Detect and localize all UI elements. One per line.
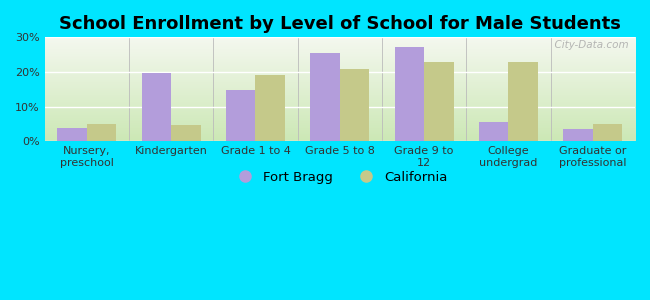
Bar: [395, 47, 424, 142]
Bar: [226, 90, 255, 142]
Bar: [593, 124, 622, 142]
Legend: Fort Bragg, California: Fort Bragg, California: [226, 166, 453, 189]
Bar: [310, 53, 340, 142]
Bar: [564, 129, 593, 142]
Bar: [508, 62, 538, 142]
Bar: [171, 125, 201, 142]
Text: City-Data.com: City-Data.com: [549, 40, 629, 50]
Bar: [424, 62, 454, 142]
Bar: [255, 75, 285, 142]
Bar: [87, 124, 116, 142]
Bar: [142, 73, 171, 142]
Bar: [340, 69, 369, 142]
Bar: [479, 122, 508, 142]
Title: School Enrollment by Level of School for Male Students: School Enrollment by Level of School for…: [59, 15, 621, 33]
Bar: [57, 128, 87, 142]
